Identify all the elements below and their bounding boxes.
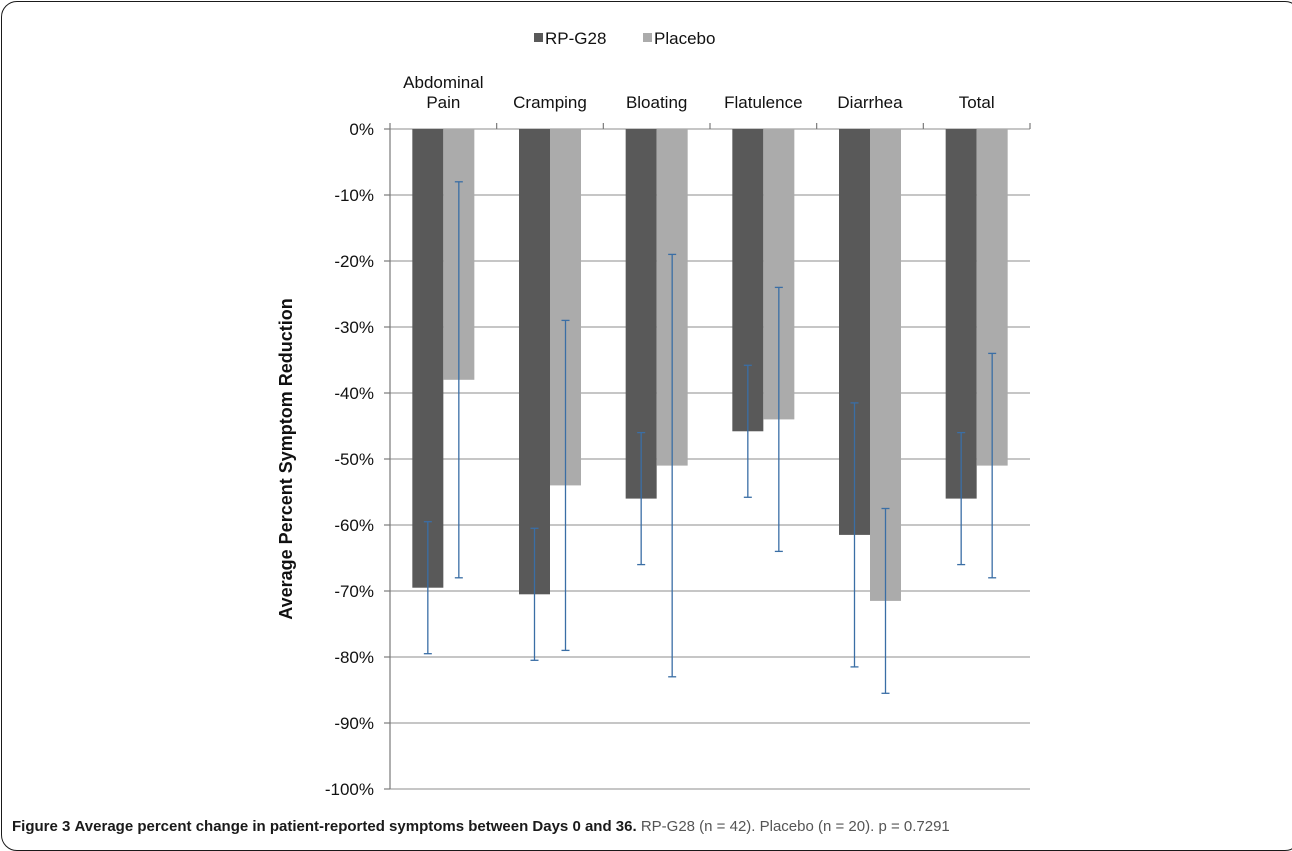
y-tick-label: -90% xyxy=(334,714,374,733)
figure-title: Average percent change in patient-report… xyxy=(74,818,637,835)
figure-label: Figure 3 xyxy=(12,818,71,835)
error-bars xyxy=(423,181,997,694)
y-tick-label: -40% xyxy=(334,384,374,403)
category-label: Abdominal Pain xyxy=(403,73,483,112)
y-tick-label: -30% xyxy=(334,318,374,337)
category-label: Cramping xyxy=(513,93,587,112)
category-label: Diarrhea xyxy=(837,93,903,112)
category-label: Flatulence xyxy=(724,93,802,112)
bar-rp-g28 xyxy=(519,129,550,595)
legend-swatch xyxy=(643,33,652,42)
y-tick-label: -100% xyxy=(325,780,374,799)
legend-label: Placebo xyxy=(654,29,715,48)
y-tick-labels: 0% -10% -20% -30% -40% -50% -60% -70% -80% -90% -1… xyxy=(325,120,374,799)
y-tick-label: -10% xyxy=(334,186,374,205)
bars xyxy=(412,129,1008,601)
category-labels: Abdominal Pain Cramping Bloating Flatulence D… xyxy=(403,73,994,112)
category-label: Bloating xyxy=(626,93,687,112)
legend-label: RP-G28 xyxy=(545,29,606,48)
y-tick-label: -80% xyxy=(334,648,374,667)
legend-swatch xyxy=(534,33,543,42)
gridlines xyxy=(390,128,1030,790)
y-tick-label: 0% xyxy=(349,120,374,139)
category-label: Total xyxy=(959,93,995,112)
y-tick-label: -70% xyxy=(334,582,374,601)
bar-rp-g28 xyxy=(412,129,444,588)
y-tick-label: -60% xyxy=(334,516,374,535)
legend: RP-G28 Placebo xyxy=(534,29,715,48)
figure-details: RP-G28 (n = 42). Placebo (n = 20). p = 0… xyxy=(640,818,950,835)
y-axis-label: Average Percent Symptom Reduction xyxy=(276,298,296,619)
y-tick-label: -20% xyxy=(334,252,374,271)
figure-caption: Figure 3 Average percent change in patie… xyxy=(12,818,950,835)
y-tick-label: -50% xyxy=(334,450,374,469)
axes xyxy=(384,123,1031,790)
